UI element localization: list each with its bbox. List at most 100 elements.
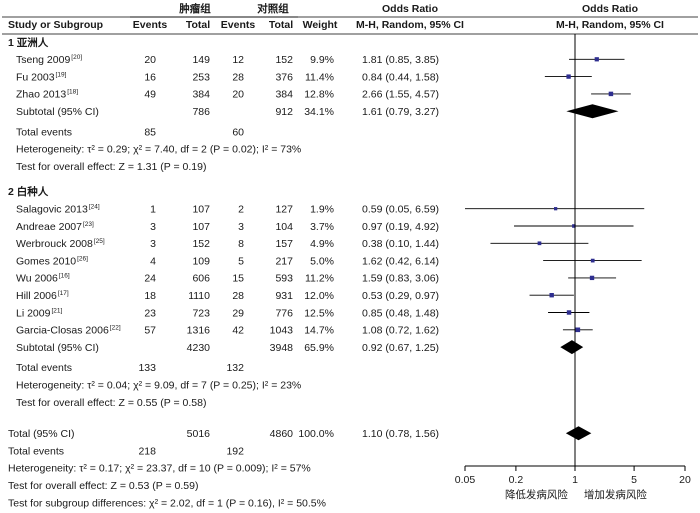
subgroup-2-study-2-weight: 3.7% <box>310 221 334 233</box>
total-ci: 1.10 (0.78, 1.56) <box>362 428 439 440</box>
subgroup-2-study-8-point <box>575 327 581 333</box>
subgroup-1-study-1-ci: 1.81 (0.85, 3.85) <box>362 54 439 66</box>
subgroup-2-study-6-events-1: 18 <box>144 290 156 302</box>
subgroup-1-title: 1 亚洲人 <box>8 36 49 49</box>
subgroup-2-study-6-name: Hill 2006 <box>16 290 57 302</box>
total-heterogeneity: Heterogeneity: τ² = 0.17; χ² = 23.37, df… <box>8 463 311 475</box>
subgroup-2-study-5-point <box>589 275 595 281</box>
subgroup-2-study-6-point <box>549 292 554 298</box>
subgroup-1-study-1-ref: [20] <box>71 54 82 61</box>
total-total-2: 4860 <box>270 428 294 440</box>
subgroup-2-study-7-total-2: 776 <box>275 307 293 319</box>
subgroup-2-study-7-total-1: 723 <box>192 307 210 319</box>
subgroup-2-study-1-total-1: 107 <box>192 204 210 216</box>
subgroup-1-total-events-1: 85 <box>144 126 156 138</box>
subgroup-2-study-8-events-2: 42 <box>232 325 244 337</box>
x-tick-label-2: 0.2 <box>509 474 524 486</box>
x-tick-label-3: 1 <box>572 474 578 486</box>
subgroup-2-study-2-ref: [23] <box>83 221 94 228</box>
subgroup-2-study-5-ci: 1.59 (0.83, 3.06) <box>362 273 439 285</box>
subgroup-2-study-6-events-2: 28 <box>232 290 244 302</box>
subgroup-1-study-1-total-2: 152 <box>275 54 293 66</box>
header-or-title: Odds Ratio <box>382 3 438 15</box>
subgroup-1-total-events-label: Total events <box>16 126 72 138</box>
subgroup-2-study-3-total-1: 152 <box>192 238 210 250</box>
subgroup-2-study-1-weight: 1.9% <box>310 204 334 216</box>
subgroup-2-study-5-total-2: 593 <box>275 273 293 285</box>
subgroup-2-study-7-ref: [21] <box>51 307 62 314</box>
subgroup-2-study-1-events-1: 1 <box>150 204 156 216</box>
header-total-2: Total <box>269 19 293 31</box>
subgroup-2-overall-effect: Test for overall effect: Z = 0.55 (P = 0… <box>16 397 206 409</box>
subgroup-2-study-5-events-2: 15 <box>232 273 244 285</box>
subgroup-1-study-3-name: Zhao 2013 <box>16 89 66 101</box>
subgroup-2-study-6-ref: [17] <box>58 290 69 297</box>
header-group2: 对照组 <box>257 2 289 15</box>
subgroup-1-study-1-name: Tseng 2009 <box>16 54 70 66</box>
subgroup-1-study-3-total-1: 384 <box>192 89 210 101</box>
subgroup-2-study-3-events-2: 8 <box>238 238 244 250</box>
subgroup-2-study-8-total-2: 1043 <box>270 325 294 337</box>
subgroup-2-study-4-weight: 5.0% <box>310 255 334 267</box>
subgroup-2-study-7-ci: 0.85 (0.48, 1.48) <box>362 307 439 319</box>
subgroup-2-study-7-events-2: 29 <box>232 307 244 319</box>
subgroup-2-study-6-ci: 0.53 (0.29, 0.97) <box>362 290 439 302</box>
subgroup-1-overall-effect: Test for overall effect: Z = 1.31 (P = 0… <box>16 161 206 173</box>
total-total-1: 5016 <box>187 428 211 440</box>
header-group1: 肿瘤组 <box>179 2 211 15</box>
header-or-method: M-H, Random, 95% CI <box>356 19 464 31</box>
subgroup-2-study-5-total-1: 606 <box>192 273 210 285</box>
favours-right-label: 增加发病风险 <box>584 488 647 501</box>
total-overall-effect: Test for overall effect: Z = 0.53 (P = 0… <box>8 480 198 492</box>
subgroup-2-study-8-events-1: 57 <box>144 325 156 337</box>
subgroup-2-study-5-weight: 11.2% <box>305 273 334 285</box>
subgroup-2-study-7-point <box>566 310 572 315</box>
subgroup-2-study-2-name: Andreae 2007 <box>16 221 82 233</box>
subgroup-2-subtotal-total-1: 4230 <box>187 342 211 354</box>
subgroup-2-study-1-ci: 0.59 (0.05, 6.59) <box>362 204 439 216</box>
subgroup-2-study-3-total-2: 157 <box>275 238 293 250</box>
x-tick-label-5: 20 <box>679 474 691 486</box>
subgroup-1-study-2-ref: [19] <box>56 71 67 78</box>
subgroup-1-study-3-ci: 2.66 (1.55, 4.57) <box>362 89 439 101</box>
frame-lines <box>2 16 698 35</box>
header-plot-title: Odds Ratio <box>582 3 638 15</box>
total-label: Total (95% CI) <box>8 428 75 440</box>
subgroup-1-study-1-events-2: 12 <box>232 54 244 66</box>
header-weight: Weight <box>303 19 338 31</box>
subgroup-2-study-8-name: Garcia-Closas 2006 <box>16 325 109 337</box>
subgroup-2-total-events-2: 132 <box>226 362 244 374</box>
subgroup-2-study-8-total-1: 1316 <box>187 325 211 337</box>
subgroup-2-study-2-total-1: 107 <box>192 221 210 233</box>
subgroup-1-study-2-name: Fu 2003 <box>16 71 55 83</box>
subgroup-1-subtotal-ci: 1.61 (0.79, 3.27) <box>362 106 439 118</box>
subgroup-1-study-3-ref: [18] <box>67 89 78 96</box>
total-weight: 100.0% <box>298 428 334 440</box>
favours-left-label: 降低发病风险 <box>505 488 568 501</box>
subgroup-2-study-1-total-2: 127 <box>275 204 293 216</box>
header-events-1: Events <box>133 19 168 31</box>
x-axis: 0.05 0.2 1 5 20 降低发病风险 增加发病风险 <box>455 465 691 501</box>
subgroup-2-subtotal-total-2: 3948 <box>270 342 294 354</box>
subgroup-2-study-2-events-1: 3 <box>150 221 156 233</box>
subgroup-2-study-1-events-2: 2 <box>238 204 244 216</box>
subgroup-2-study-5-name: Wu 2006 <box>16 273 58 285</box>
subgroup-2-study-1-name: Salagovic 2013 <box>16 204 88 216</box>
subgroup-1-total-events-2: 60 <box>232 126 244 138</box>
subgroup-2-study-2-total-2: 104 <box>275 221 293 233</box>
subgroup-1-study-2-events-1: 16 <box>144 71 156 83</box>
subgroup-1-study-1-total-1: 149 <box>192 54 210 66</box>
subgroup-2-subtotal-diamond <box>560 340 584 355</box>
subgroup-2-study-1-ref: [24] <box>89 204 100 211</box>
subgroup-2-heterogeneity: Heterogeneity: τ² = 0.04; χ² = 9.09, df … <box>16 380 301 392</box>
total-diamond <box>565 426 592 441</box>
x-tick-label-4: 5 <box>631 474 637 486</box>
subgroup-1-subtotal-total-1: 786 <box>192 106 210 118</box>
subgroup-1-study-2-ci: 0.84 (0.44, 1.58) <box>362 71 439 83</box>
subgroup-2-study-3-events-1: 3 <box>150 238 156 250</box>
subgroup-2-study-6-total-2: 931 <box>275 290 293 302</box>
subgroup-2-study-4-point <box>590 258 595 263</box>
subgroup-2-title: 2 白种人 <box>8 185 49 198</box>
x-tick-label-1: 0.05 <box>455 474 476 486</box>
